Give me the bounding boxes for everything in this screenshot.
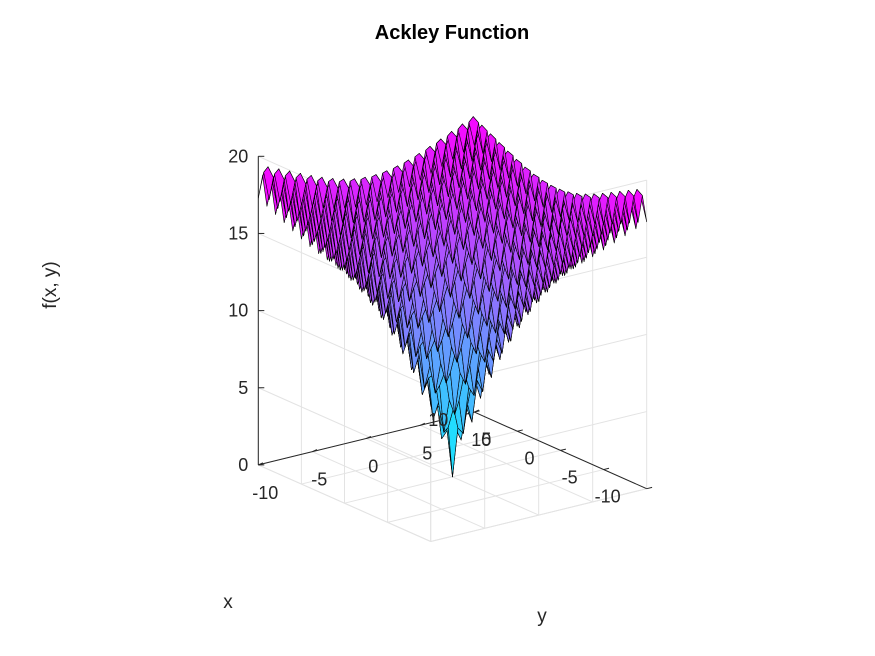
y-tick-label: 5 xyxy=(422,443,432,463)
z-axis-label: f(x, y) xyxy=(40,261,61,309)
x-tick-mark xyxy=(603,467,610,471)
x-tick-label: 5 xyxy=(481,429,491,449)
wall-grid-line xyxy=(258,387,431,465)
x-tick-label: -10 xyxy=(595,487,621,507)
surface-mesh xyxy=(257,116,648,478)
y-tick-label: -10 xyxy=(252,483,278,503)
x-tick-label: 0 xyxy=(524,448,534,468)
chart-title: Ackley Function xyxy=(375,22,529,44)
z-tick-label: 10 xyxy=(228,301,248,321)
floor-grid-line xyxy=(420,424,593,503)
z-tick-label: 20 xyxy=(228,146,248,166)
surface-face xyxy=(468,116,479,146)
wall-grid-line xyxy=(430,488,647,542)
y-tick-mark xyxy=(420,422,426,426)
x-tick-label: 10 xyxy=(428,410,448,430)
y-tick-label: -5 xyxy=(311,470,327,490)
wall-grid-line xyxy=(430,411,647,465)
x-tick-mark xyxy=(560,448,567,451)
z-tick-label: 5 xyxy=(238,378,248,398)
x-tick-mark xyxy=(646,486,653,490)
z-tick-label: 0 xyxy=(238,455,248,475)
floor-grid-line xyxy=(312,451,485,529)
x-tick-mark xyxy=(517,429,523,432)
axes xyxy=(257,155,653,490)
y-tick-mark xyxy=(474,409,480,413)
y-tick-mark xyxy=(312,449,318,453)
z-tick-label: 15 xyxy=(228,223,248,243)
wall-grid-line xyxy=(258,310,431,388)
y-tick-mark xyxy=(366,435,372,439)
y-tick-label: 0 xyxy=(368,457,378,477)
x-tick-label: -5 xyxy=(562,468,578,488)
wall-grid-line xyxy=(258,464,431,542)
x-axis-label: x xyxy=(223,592,233,613)
x-axis-line xyxy=(474,411,647,490)
y-tick-label: 10 xyxy=(471,430,491,450)
y-axis-label: y xyxy=(537,606,547,627)
